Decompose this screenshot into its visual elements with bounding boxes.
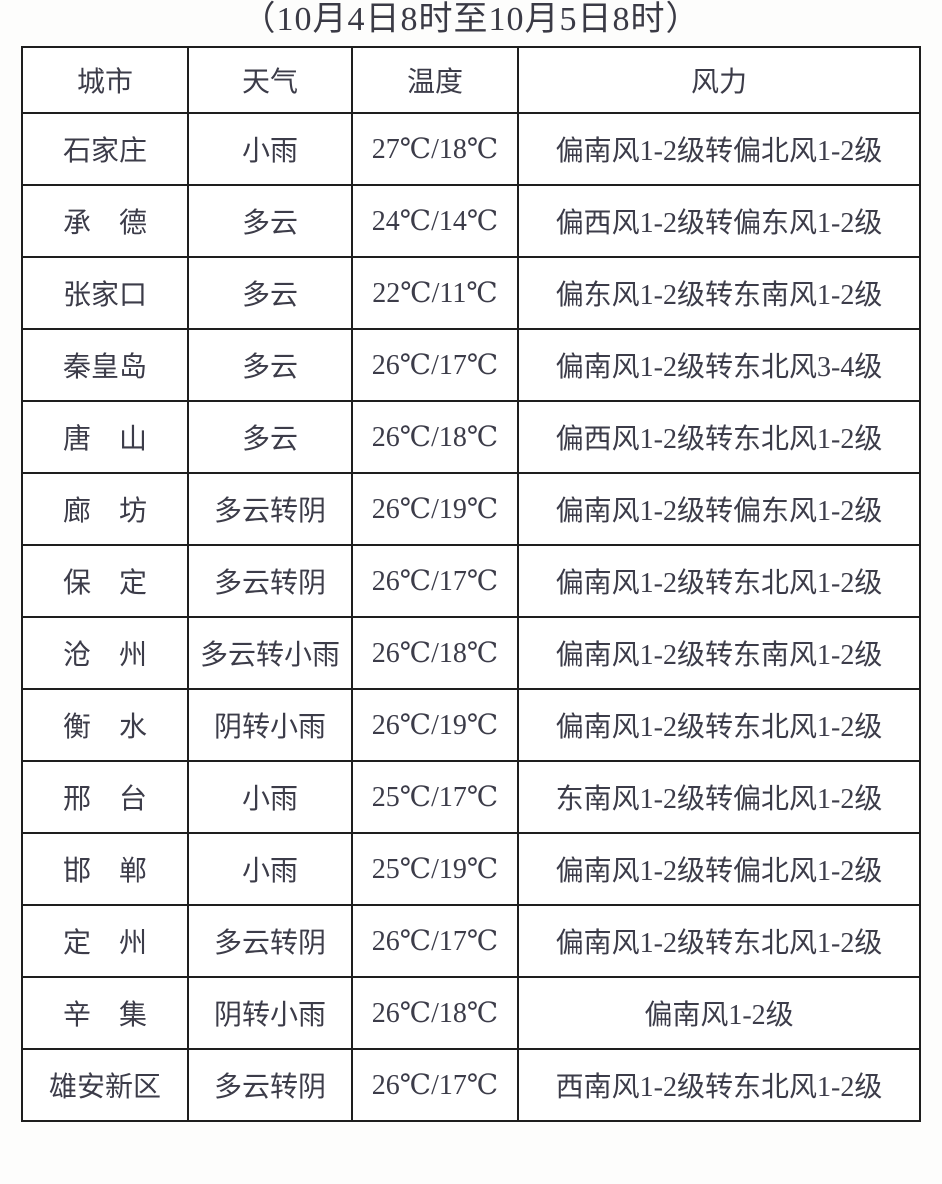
forecast-table-header: 城市 天气 温度 风力 [21, 46, 921, 114]
weather-cell: 多云转阴 [187, 904, 353, 978]
temperature-cell: 26℃/19℃ [351, 688, 519, 762]
weather-cell: 小雨 [187, 832, 353, 906]
table-row: 廊 坊 多云转阴 26℃/19℃ 偏南风1-2级转偏东风1-2级 [21, 472, 921, 546]
table-row: 雄安新区 多云转阴 26℃/17℃ 西南风1-2级转东北风1-2级 [21, 1048, 921, 1122]
table-row: 张家口 多云 22℃/11℃ 偏东风1-2级转东南风1-2级 [21, 256, 921, 330]
weather-cell: 多云 [187, 400, 353, 474]
weather-cell: 多云转小雨 [187, 616, 353, 690]
city-cell: 张家口 [21, 256, 189, 330]
table-row: 沧 州 多云转小雨 26℃/18℃ 偏南风1-2级转东南风1-2级 [21, 616, 921, 690]
wind-cell: 偏东风1-2级转东南风1-2级 [517, 256, 921, 330]
city-cell: 廊 坊 [21, 472, 189, 546]
wind-cell: 偏南风1-2级转偏北风1-2级 [517, 832, 921, 906]
weather-cell: 阴转小雨 [187, 688, 353, 762]
weather-cell: 阴转小雨 [187, 976, 353, 1050]
table-row: 唐 山 多云 26℃/18℃ 偏西风1-2级转东北风1-2级 [21, 400, 921, 474]
forecast-table-body: 石家庄 小雨 27℃/18℃ 偏南风1-2级转偏北风1-2级 承 德 多云 24… [21, 112, 921, 1122]
table-row: 邢 台 小雨 25℃/17℃ 东南风1-2级转偏北风1-2级 [21, 760, 921, 834]
column-header-temperature: 温度 [351, 46, 519, 114]
wind-cell: 偏南风1-2级转偏东风1-2级 [517, 472, 921, 546]
temperature-cell: 26℃/18℃ [351, 616, 519, 690]
wind-cell: 偏南风1-2级转东北风1-2级 [517, 544, 921, 618]
temperature-cell: 26℃/19℃ [351, 472, 519, 546]
temperature-cell: 26℃/18℃ [351, 400, 519, 474]
wind-cell: 偏南风1-2级 [517, 976, 921, 1050]
weather-cell: 小雨 [187, 112, 353, 186]
temperature-cell: 26℃/17℃ [351, 544, 519, 618]
city-cell: 邢 台 [21, 760, 189, 834]
temperature-cell: 25℃/17℃ [351, 760, 519, 834]
wind-cell: 偏南风1-2级转东北风1-2级 [517, 904, 921, 978]
wind-cell: 偏西风1-2级转偏东风1-2级 [517, 184, 921, 258]
wind-cell: 偏南风1-2级转偏北风1-2级 [517, 112, 921, 186]
temperature-cell: 26℃/17℃ [351, 328, 519, 402]
temperature-cell: 24℃/14℃ [351, 184, 519, 258]
weather-cell: 多云 [187, 256, 353, 330]
table-row: 辛 集 阴转小雨 26℃/18℃ 偏南风1-2级 [21, 976, 921, 1050]
column-header-weather: 天气 [187, 46, 353, 114]
weather-cell: 多云转阴 [187, 544, 353, 618]
header-row: 城市 天气 温度 风力 [21, 46, 921, 114]
city-cell: 邯 郸 [21, 832, 189, 906]
city-cell: 雄安新区 [21, 1048, 189, 1122]
table-row: 秦皇岛 多云 26℃/17℃ 偏南风1-2级转东北风3-4级 [21, 328, 921, 402]
table-row: 保 定 多云转阴 26℃/17℃ 偏南风1-2级转东北风1-2级 [21, 544, 921, 618]
table-row: 衡 水 阴转小雨 26℃/19℃ 偏南风1-2级转东北风1-2级 [21, 688, 921, 762]
forecast-period-title: （10月4日8时至10月5日8时） [241, 1, 701, 38]
temperature-cell: 26℃/17℃ [351, 1048, 519, 1122]
city-cell: 秦皇岛 [21, 328, 189, 402]
city-cell: 沧 州 [21, 616, 189, 690]
weather-cell: 多云 [187, 328, 353, 402]
city-cell: 定 州 [21, 904, 189, 978]
column-header-wind: 风力 [517, 46, 921, 114]
table-row: 石家庄 小雨 27℃/18℃ 偏南风1-2级转偏北风1-2级 [21, 112, 921, 186]
wind-cell: 偏南风1-2级转东南风1-2级 [517, 616, 921, 690]
wind-cell: 偏南风1-2级转东北风1-2级 [517, 688, 921, 762]
wind-cell: 偏西风1-2级转东北风1-2级 [517, 400, 921, 474]
column-header-city: 城市 [21, 46, 189, 114]
temperature-cell: 26℃/18℃ [351, 976, 519, 1050]
forecast-table: 城市 天气 温度 风力 石家庄 小雨 27℃/18℃ 偏南风1-2级转偏北风1-… [21, 46, 921, 1122]
table-row: 承 德 多云 24℃/14℃ 偏西风1-2级转偏东风1-2级 [21, 184, 921, 258]
table-row: 定 州 多云转阴 26℃/17℃ 偏南风1-2级转东北风1-2级 [21, 904, 921, 978]
city-cell: 石家庄 [21, 112, 189, 186]
wind-cell: 偏南风1-2级转东北风3-4级 [517, 328, 921, 402]
temperature-cell: 25℃/19℃ [351, 832, 519, 906]
temperature-cell: 27℃/18℃ [351, 112, 519, 186]
wind-cell: 西南风1-2级转东北风1-2级 [517, 1048, 921, 1122]
wind-cell: 东南风1-2级转偏北风1-2级 [517, 760, 921, 834]
city-cell: 衡 水 [21, 688, 189, 762]
weather-cell: 小雨 [187, 760, 353, 834]
weather-cell: 多云 [187, 184, 353, 258]
temperature-cell: 26℃/17℃ [351, 904, 519, 978]
city-cell: 辛 集 [21, 976, 189, 1050]
weather-cell: 多云转阴 [187, 472, 353, 546]
weather-cell: 多云转阴 [187, 1048, 353, 1122]
temperature-cell: 22℃/11℃ [351, 256, 519, 330]
city-cell: 保 定 [21, 544, 189, 618]
table-row: 邯 郸 小雨 25℃/19℃ 偏南风1-2级转偏北风1-2级 [21, 832, 921, 906]
city-cell: 承 德 [21, 184, 189, 258]
city-cell: 唐 山 [21, 400, 189, 474]
